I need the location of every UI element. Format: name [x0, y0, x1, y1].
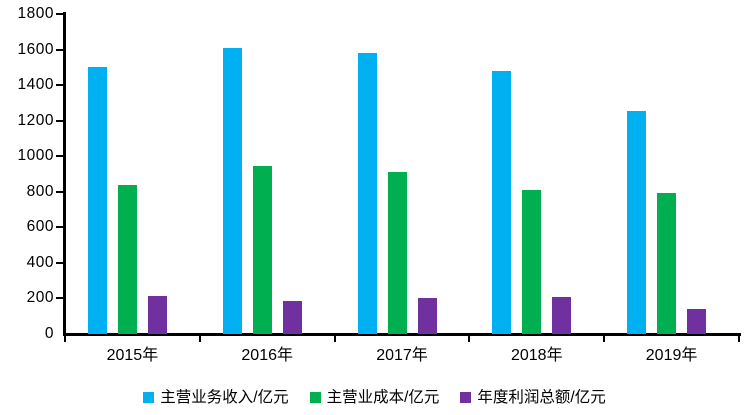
- bar: [282, 301, 302, 334]
- y-tick: [56, 13, 64, 15]
- legend-swatch: [143, 392, 155, 403]
- y-tick: [56, 297, 64, 300]
- x-axis-label: 2015年: [106, 347, 159, 364]
- bar: [627, 110, 647, 334]
- y-tick: [56, 261, 64, 264]
- legend-swatch: [309, 392, 321, 403]
- x-axis-label: 2017年: [376, 347, 428, 364]
- y-tick-label: 600: [26, 218, 54, 236]
- x-tick: [64, 336, 66, 342]
- bar: [252, 166, 272, 334]
- y-axis: [63, 12, 66, 336]
- y-tick: [56, 84, 64, 87]
- bar: [118, 184, 137, 334]
- x-axis-label: 2016年: [241, 347, 293, 364]
- legend-label: 年度利润总额/亿元: [477, 389, 606, 406]
- y-tick: [56, 226, 64, 229]
- bar: [492, 70, 512, 334]
- y-tick: [56, 190, 64, 193]
- bar: [417, 298, 437, 334]
- legend-label: 主营业成本/亿元: [326, 389, 440, 406]
- y-tick-label: 1400: [17, 76, 54, 94]
- x-tick: [468, 336, 471, 342]
- y-tick: [56, 119, 64, 122]
- y-tick: [56, 155, 64, 158]
- legend-item: 主营业务收入/亿元: [143, 389, 289, 406]
- y-tick-label: 800: [26, 182, 54, 200]
- y-tick-label: 400: [26, 253, 54, 271]
- bar: [687, 309, 707, 334]
- bar: [88, 67, 107, 334]
- x-tick: [198, 336, 201, 342]
- legend-item: 年度利润总额/亿元: [460, 389, 606, 406]
- x-axis-label: 2018年: [510, 347, 563, 364]
- x-tick: [738, 336, 740, 342]
- legend: 主营业务收入/亿元 主营业成本/亿元 年度利润总额/亿元: [0, 389, 749, 406]
- y-tick-label: 200: [26, 289, 54, 307]
- y-tick-label: 1000: [17, 147, 54, 165]
- y-tick-label: 1800: [17, 5, 54, 22]
- x-tick: [603, 336, 606, 342]
- bar: [222, 47, 242, 334]
- y-tick-label: 1200: [17, 111, 54, 129]
- x-axis: [63, 333, 741, 336]
- bar: [522, 190, 542, 334]
- legend-label: 主营业务收入/亿元: [160, 389, 289, 406]
- bar: [657, 192, 677, 334]
- x-axis-label: 2019年: [645, 347, 698, 364]
- bar: [552, 296, 572, 334]
- y-tick: [56, 48, 64, 51]
- legend-swatch: [460, 392, 472, 403]
- x-tick: [333, 336, 336, 342]
- bar: [148, 295, 167, 334]
- bar: [387, 172, 407, 334]
- legend-item: 主营业成本/亿元: [309, 389, 440, 406]
- y-tick-label: 0: [44, 325, 54, 342]
- bar: [357, 53, 377, 334]
- y-tick-label: 1600: [17, 40, 54, 58]
